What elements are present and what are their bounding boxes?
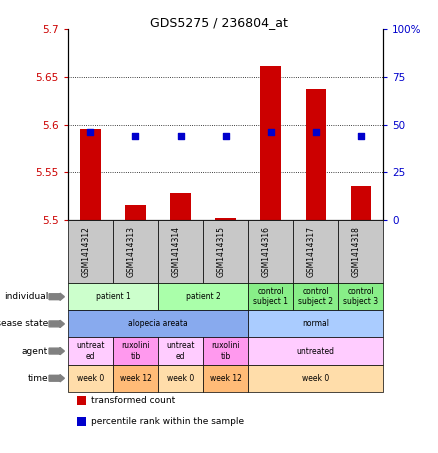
Text: patient 2: patient 2: [186, 292, 220, 301]
Bar: [125, 206, 145, 220]
Text: GSM1414312: GSM1414312: [81, 226, 90, 277]
Text: disease state: disease state: [0, 319, 48, 328]
Text: GSM1414313: GSM1414313: [127, 226, 135, 277]
Text: percentile rank within the sample: percentile rank within the sample: [91, 417, 244, 426]
Bar: [170, 193, 191, 220]
Point: [357, 132, 364, 140]
Text: week 0: week 0: [167, 374, 194, 383]
Bar: [215, 218, 236, 220]
Text: GSM1414317: GSM1414317: [307, 226, 316, 277]
Text: control
subject 1: control subject 1: [253, 287, 288, 306]
Text: transformed count: transformed count: [91, 396, 175, 405]
Bar: [306, 89, 326, 220]
Text: GSM1414316: GSM1414316: [261, 226, 271, 277]
Point: [267, 129, 274, 136]
Text: GSM1414318: GSM1414318: [352, 226, 361, 277]
Text: untreat
ed: untreat ed: [166, 342, 195, 361]
Text: week 0: week 0: [302, 374, 329, 383]
Text: time: time: [28, 374, 48, 383]
Text: GSM1414314: GSM1414314: [172, 226, 180, 277]
Text: alopecia areata: alopecia areata: [128, 319, 188, 328]
Point: [132, 132, 139, 140]
Text: patient 1: patient 1: [95, 292, 131, 301]
Point: [87, 129, 94, 136]
Text: week 12: week 12: [210, 374, 241, 383]
Text: untreated: untreated: [297, 347, 335, 356]
Text: GSM1414315: GSM1414315: [216, 226, 226, 277]
Text: control
subject 3: control subject 3: [343, 287, 378, 306]
Text: week 12: week 12: [120, 374, 152, 383]
Text: untreat
ed: untreat ed: [76, 342, 105, 361]
Point: [222, 132, 229, 140]
Bar: [261, 66, 281, 220]
Text: normal: normal: [302, 319, 329, 328]
Text: ruxolini
tib: ruxolini tib: [211, 342, 240, 361]
Text: individual: individual: [4, 292, 48, 301]
Bar: [350, 186, 371, 220]
Bar: [80, 130, 101, 220]
Text: ruxolini
tib: ruxolini tib: [121, 342, 150, 361]
Point: [177, 132, 184, 140]
Text: GDS5275 / 236804_at: GDS5275 / 236804_at: [150, 16, 288, 29]
Text: week 0: week 0: [77, 374, 104, 383]
Text: agent: agent: [22, 347, 48, 356]
Text: control
subject 2: control subject 2: [298, 287, 333, 306]
Point: [312, 129, 319, 136]
